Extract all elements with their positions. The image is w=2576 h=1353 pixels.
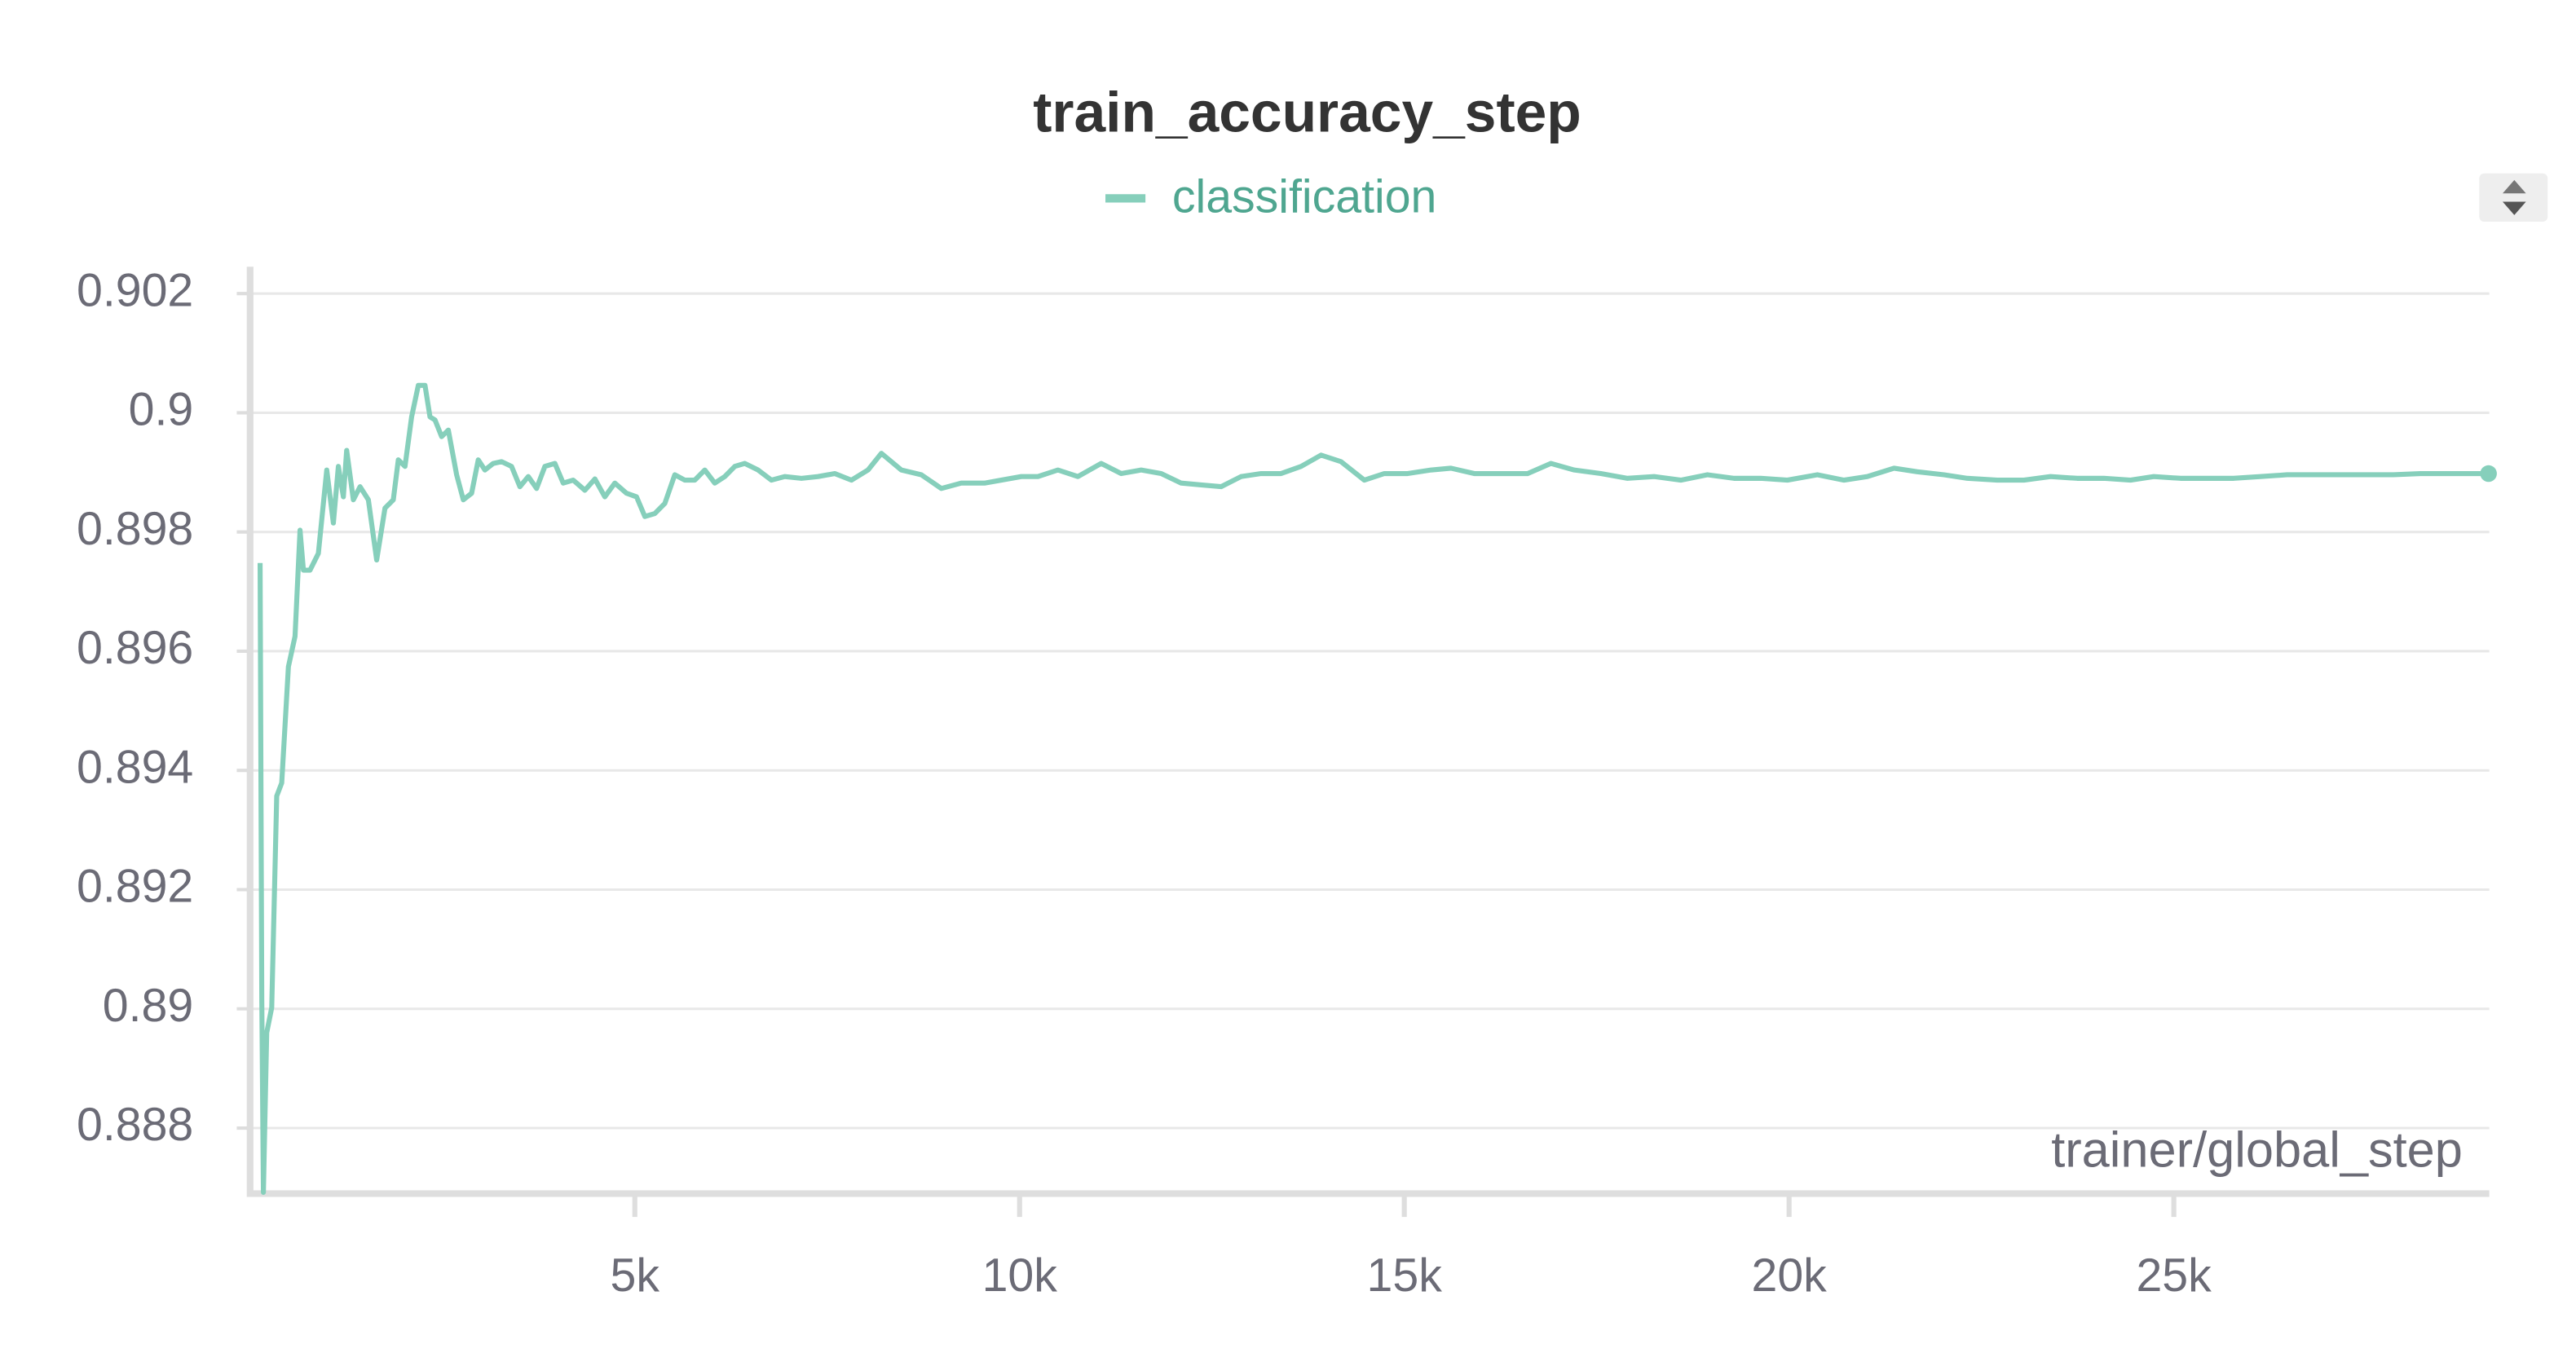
y-tick-label: 0.894 <box>77 741 193 793</box>
y-tick-label: 0.902 <box>77 264 193 316</box>
x-tick-label: 25k <box>2136 1249 2212 1302</box>
y-tick-label: 0.892 <box>77 861 193 913</box>
x-tick-label: 15k <box>1367 1249 1443 1302</box>
arrow-down <box>2503 201 2526 215</box>
arrow-up <box>2503 179 2526 194</box>
x-tick-label: 5k <box>611 1249 660 1302</box>
x-tick-label: 20k <box>1752 1249 1828 1302</box>
y-tick-label: 0.89 <box>103 980 193 1032</box>
x-tick-label: 10k <box>982 1249 1058 1302</box>
scroll-control[interactable] <box>2479 173 2548 223</box>
y-tick-label: 0.896 <box>77 622 193 674</box>
y-tick-label: 0.898 <box>77 503 193 555</box>
data-line <box>258 382 2489 1196</box>
end-point <box>2480 465 2497 483</box>
x-axis-label: trainer/global_step <box>2051 1122 2463 1179</box>
y-tick-label: 0.9 <box>129 384 194 436</box>
chart-title: train_accuracy_step <box>1033 81 1581 144</box>
scroll-button[interactable] <box>2479 173 2548 223</box>
legend-label: classification <box>1172 171 1437 223</box>
y-tick-label: 0.888 <box>77 1099 193 1151</box>
